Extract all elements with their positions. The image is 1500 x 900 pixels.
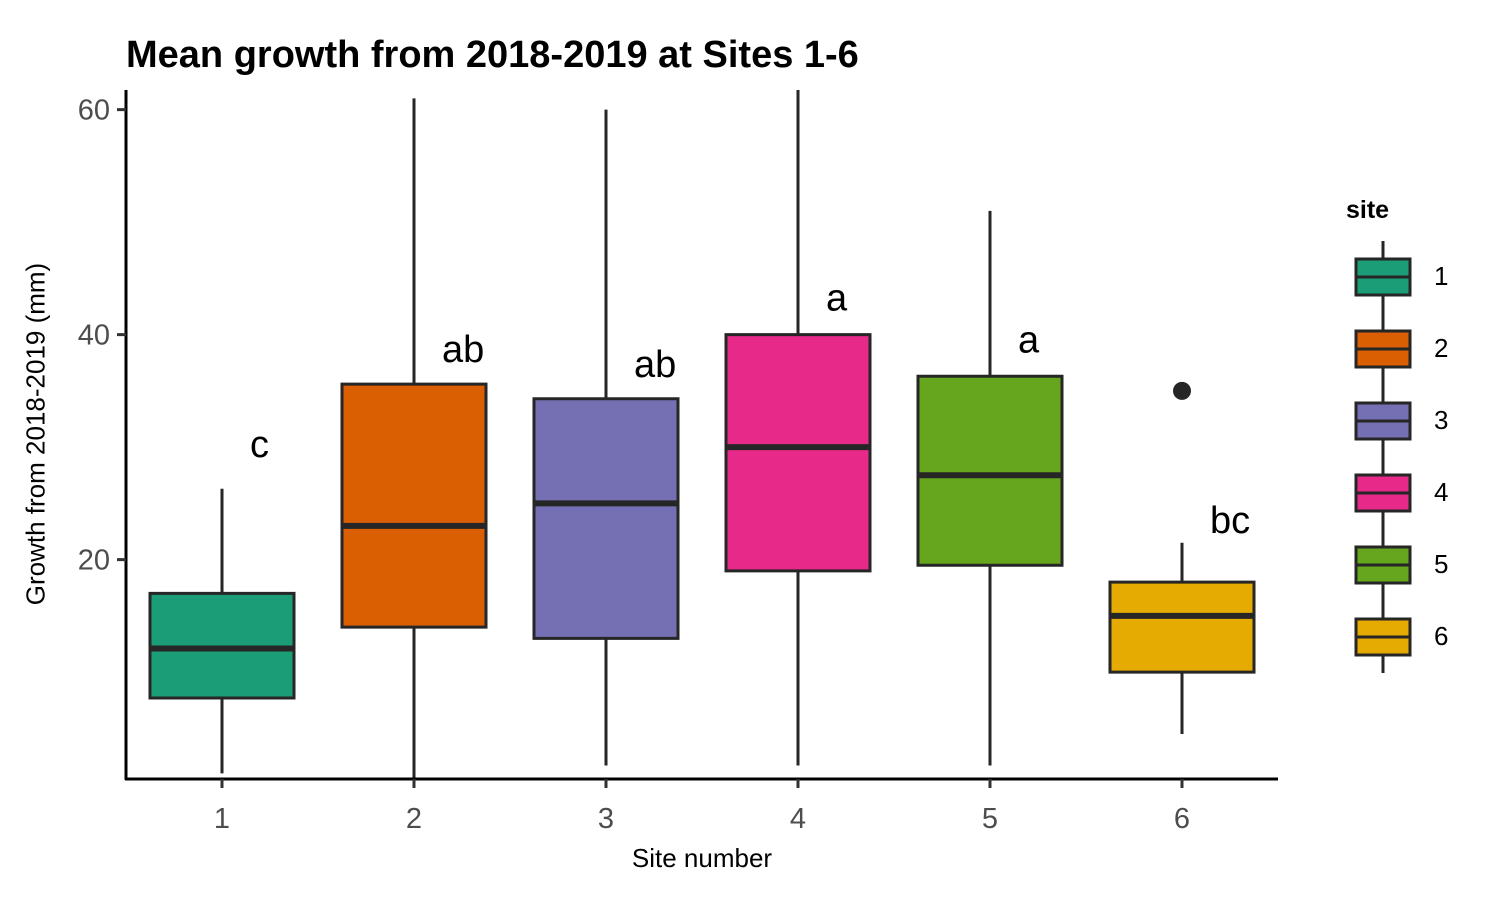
boxplot-marks: c ab ab a a bc [148, 90, 1256, 779]
box-site-4: a [724, 90, 872, 766]
significance-letter: c [250, 424, 269, 466]
significance-letter: bc [1210, 500, 1250, 542]
legend-item-3: 3 [1346, 385, 1448, 457]
x-tick-label: 1 [214, 803, 230, 835]
legend-key [1354, 529, 1412, 601]
box-body [724, 333, 872, 573]
legend-item-6: 6 [1346, 601, 1448, 673]
box-body [916, 374, 1064, 567]
legend-item-5: 5 [1346, 529, 1448, 601]
legend-key [1354, 457, 1412, 529]
box-site-2: ab [340, 98, 488, 779]
significance-letter: a [826, 278, 848, 320]
x-tick-label: 3 [598, 803, 614, 835]
legend-label: 5 [1434, 549, 1449, 579]
significance-letter: a [1018, 319, 1040, 361]
x-tick-label: 5 [982, 803, 998, 835]
legend-item-2: 2 [1346, 313, 1448, 385]
legend-item-4: 4 [1346, 457, 1448, 529]
box-body [340, 382, 488, 629]
legend-label: 1 [1434, 261, 1449, 291]
outlier-point [1173, 381, 1191, 400]
x-tick-label: 6 [1174, 803, 1190, 835]
legend-key [1354, 241, 1412, 313]
legend-key [1354, 313, 1412, 385]
legend-label: 4 [1434, 477, 1449, 507]
legend-title: site [1346, 196, 1390, 224]
significance-letter: ab [442, 329, 484, 371]
box-body [1108, 580, 1256, 674]
box-site-5: a [916, 210, 1064, 766]
y-tick-label: 40 [78, 320, 110, 352]
significance-letter: ab [634, 344, 676, 386]
x-tick-label: 4 [790, 803, 806, 835]
x-axis-label: Site number [631, 843, 773, 873]
legend-label: 3 [1434, 405, 1449, 435]
legend-label: 6 [1434, 621, 1449, 651]
y-tick-label: 60 [78, 95, 110, 127]
legend-label: 2 [1434, 333, 1449, 363]
chart-title: Mean growth from 2018-2019 at Sites 1-6 [126, 34, 859, 76]
legend-key [1354, 601, 1412, 673]
y-axis-label: Growth from 2018-2019 (mm) [20, 262, 51, 606]
legend-item-1: 1 [1346, 241, 1448, 313]
box-site-1: c [148, 424, 296, 774]
box-body [532, 397, 680, 640]
box-site-3: ab [532, 109, 680, 766]
legend-items: 1 2 3 4 5 6 [1346, 241, 1448, 673]
y-tick-label: 20 [78, 545, 110, 577]
legend: site 1 2 3 4 5 6 [1346, 196, 1448, 673]
axes: 20 40 60 1 2 3 4 5 6 [78, 90, 1278, 835]
box-site-6: bc [1108, 381, 1256, 734]
x-tick-label: 2 [406, 803, 422, 835]
legend-key [1354, 385, 1412, 457]
